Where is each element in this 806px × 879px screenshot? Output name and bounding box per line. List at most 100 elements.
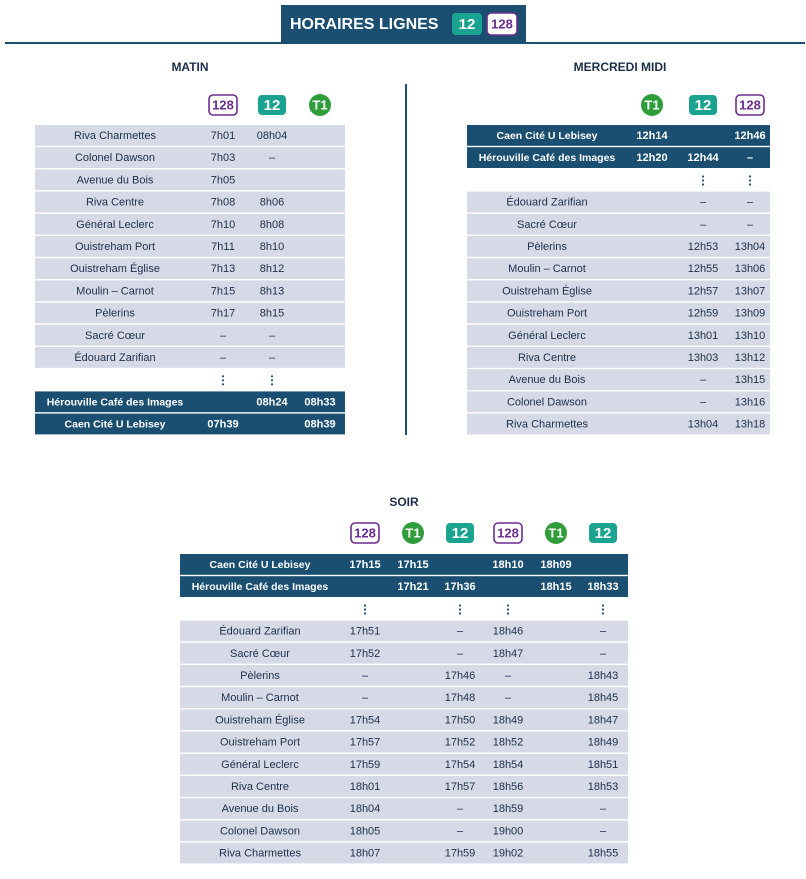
time: 13h03	[688, 352, 719, 364]
stop-row	[35, 147, 345, 168]
line-badge-label: 128	[491, 16, 513, 31]
stop-row	[35, 347, 345, 368]
time: 18h46	[493, 626, 524, 638]
time: 12h59	[688, 308, 719, 320]
time: 17h36	[444, 581, 475, 593]
time: 12h46	[734, 130, 765, 142]
line-badge	[208, 94, 238, 116]
time: 13h16	[735, 396, 766, 408]
time: 12h20	[636, 152, 667, 164]
time: –	[600, 648, 607, 660]
continuation-dot	[748, 179, 752, 182]
stop-name: Avenue du Bois	[222, 803, 299, 815]
time: 8h15	[260, 308, 284, 320]
time: –	[269, 330, 276, 342]
time: 17h54	[445, 759, 476, 771]
time: 18h47	[493, 648, 524, 660]
header-title: HORAIRES LIGNES	[290, 16, 439, 33]
time: –	[457, 648, 464, 660]
time: –	[362, 692, 369, 704]
section-title: SOIR	[389, 495, 419, 509]
stop-row	[180, 842, 628, 864]
time: 13h06	[735, 263, 766, 275]
line-badge	[402, 522, 424, 544]
line-badge	[309, 94, 331, 116]
time: 7h05	[211, 174, 235, 186]
time: 17h54	[350, 714, 381, 726]
stop-name: Riva Charmettes	[506, 419, 588, 431]
stop-name: Hérouville Café des Images	[47, 396, 184, 408]
continuation-dot	[748, 183, 752, 186]
time: 18h45	[588, 692, 619, 704]
time: –	[747, 219, 754, 231]
stop-name: Pèlerins	[95, 308, 135, 320]
stop-row	[180, 687, 628, 708]
stop-name: Général Leclerc	[221, 759, 299, 771]
stop-name: Colonel Dawson	[220, 825, 300, 837]
time: 13h18	[735, 419, 766, 431]
stop-name: Moulin – Carnot	[221, 692, 299, 704]
continuation-dot	[270, 379, 274, 382]
continuation-dot	[701, 175, 705, 178]
continuation-dot	[506, 604, 510, 607]
line-badge	[486, 12, 518, 36]
time: 18h49	[588, 737, 619, 749]
time: 8h08	[260, 219, 284, 231]
time: –	[747, 197, 754, 209]
time: 17h21	[397, 581, 428, 593]
time: 08h39	[304, 419, 335, 431]
line-badge	[446, 523, 474, 543]
time: 18h05	[350, 825, 381, 837]
time: –	[747, 152, 753, 164]
line-badge-label: 128	[354, 525, 376, 540]
time: –	[600, 626, 607, 638]
terminus-row	[467, 147, 770, 168]
continuation-dot	[458, 604, 462, 607]
time: 7h10	[211, 219, 235, 231]
continuation-dot	[701, 183, 705, 186]
time: 17h57	[350, 737, 381, 749]
stop-row	[467, 280, 770, 302]
continuation-dot	[506, 608, 510, 611]
stop-row	[180, 620, 628, 642]
stop-row	[467, 236, 770, 257]
terminus-row	[35, 391, 345, 413]
terminus-row	[180, 576, 628, 597]
continuation-dot	[363, 612, 367, 615]
time: 19h02	[493, 848, 524, 860]
stop-name: Hérouville Café des Images	[479, 152, 616, 164]
line-badge-label: 12	[695, 97, 712, 114]
section-title: MATIN	[171, 60, 208, 74]
stop-row	[180, 776, 628, 797]
line-badge-label: 12	[595, 525, 612, 542]
stop-row	[35, 280, 345, 302]
continuation-dot	[458, 608, 462, 611]
time: 17h52	[445, 737, 476, 749]
time: 17h59	[445, 848, 476, 860]
stop-row	[467, 391, 770, 413]
time: 13h10	[735, 330, 766, 342]
time: –	[220, 352, 227, 364]
time: 18h56	[493, 781, 524, 793]
time: 18h04	[350, 803, 381, 815]
continuation-dot	[601, 608, 605, 611]
time: 18h01	[350, 781, 381, 793]
stop-name: Général Leclerc	[508, 330, 586, 342]
stop-row	[467, 369, 770, 390]
time: 13h01	[688, 330, 719, 342]
time: 17h59	[350, 759, 381, 771]
continuation-dot	[363, 608, 367, 611]
stop-name: Avenue du Bois	[77, 174, 154, 186]
line-badge	[735, 94, 765, 116]
line-badge	[258, 95, 286, 115]
line-badge-label: 12	[264, 97, 281, 114]
time: 18h51	[588, 759, 619, 771]
stop-name: Hérouville Café des Images	[192, 581, 329, 593]
stop-name: Édouard Zarifian	[506, 196, 587, 209]
line-badge-label: T1	[312, 97, 327, 112]
time: 18h54	[493, 759, 524, 771]
line-badge	[452, 13, 482, 35]
line-badge	[493, 522, 523, 544]
time: 13h04	[735, 241, 766, 253]
